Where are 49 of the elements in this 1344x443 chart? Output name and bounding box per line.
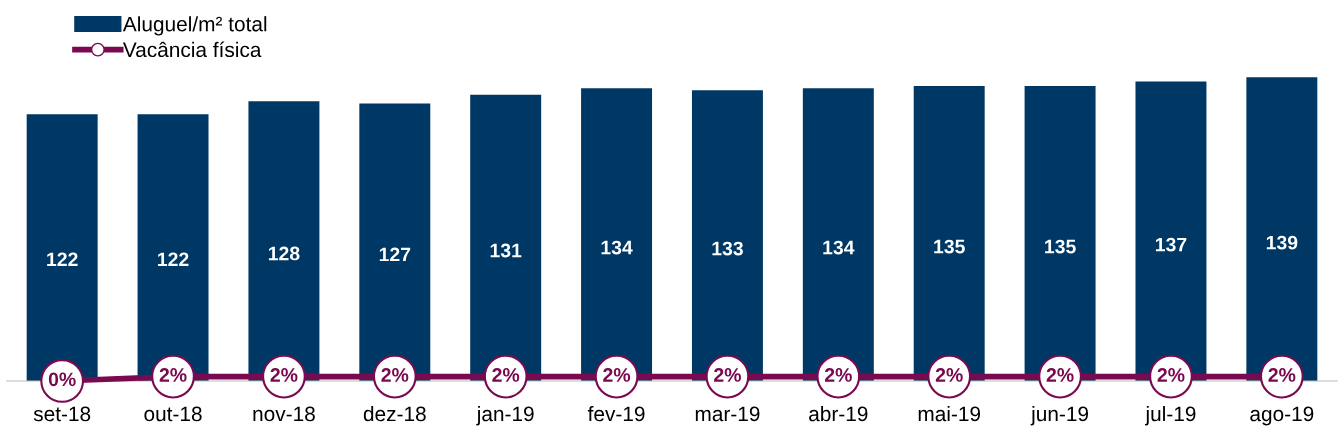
data-label: 2%	[714, 368, 741, 382]
x-tick-label: dez-18	[363, 405, 426, 422]
data-label: 139	[1266, 235, 1298, 250]
data-label: 2%	[1046, 368, 1074, 382]
data-label: 134	[601, 240, 633, 255]
bar	[802, 88, 874, 381]
bar	[359, 103, 431, 381]
data-label: 2%	[603, 368, 631, 382]
bar	[913, 85, 985, 381]
data-label: 122	[47, 252, 78, 267]
x-tick-label: jun-19	[1030, 405, 1089, 426]
x-tick-label: jan-19	[476, 405, 534, 426]
data-label: 2%	[935, 368, 963, 382]
data-label: 131	[490, 243, 522, 258]
data-label: 134	[823, 240, 855, 255]
legend-label: Vacância física	[122, 41, 262, 58]
data-label: 135	[1045, 239, 1076, 254]
bar	[137, 114, 209, 381]
data-label: 127	[379, 247, 411, 262]
data-label: 2%	[1268, 368, 1296, 382]
x-tick-label: mai-19	[918, 405, 981, 422]
data-label: 133	[712, 241, 743, 256]
data-label: 135	[934, 239, 965, 254]
bar	[581, 88, 653, 381]
x-tick-label: out-18	[144, 406, 202, 422]
data-label: 0%	[48, 372, 76, 387]
data-label: 2%	[492, 368, 520, 382]
data-label: 128	[268, 246, 300, 261]
data-label: 2%	[159, 368, 187, 382]
x-tick-label: jul-19	[1144, 405, 1196, 426]
data-label: 2%	[1157, 368, 1185, 382]
bar	[1135, 81, 1207, 381]
bar	[1024, 85, 1096, 381]
data-label: 2%	[824, 368, 852, 382]
x-tick-label: nov-18	[253, 406, 315, 422]
bar	[691, 90, 763, 381]
bar	[1246, 77, 1318, 381]
data-label: 137	[1155, 237, 1187, 252]
data-label: 122	[158, 252, 189, 267]
bar	[470, 94, 542, 381]
x-tick-label: set-18	[33, 406, 91, 422]
x-tick-label: mar-19	[695, 406, 760, 422]
data-label: 2%	[270, 368, 298, 382]
bar	[248, 101, 320, 381]
x-tick-label: abr-19	[809, 405, 868, 422]
data-label: 2%	[381, 368, 409, 382]
x-tick-label: fev-19	[587, 406, 645, 422]
legend-label: Aluguel/m² total	[122, 16, 267, 36]
x-tick-label: ago-19	[1250, 406, 1314, 426]
